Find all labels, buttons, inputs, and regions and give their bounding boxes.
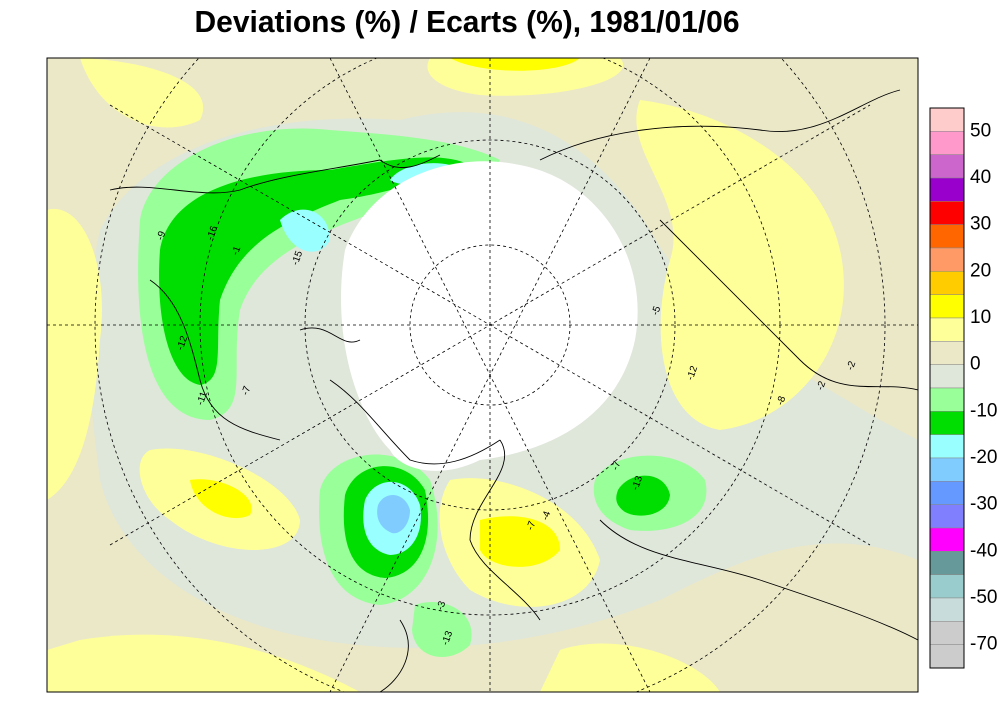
contour-area xyxy=(190,479,252,519)
contour-label: -11 xyxy=(195,390,210,407)
contour-area xyxy=(280,209,330,252)
contour-label: -2 xyxy=(815,379,829,392)
contour-label: -5 xyxy=(650,304,664,317)
map-title: Deviations (%) / Ecarts (%), 1981/01/06 xyxy=(195,4,740,39)
graticule xyxy=(109,104,871,546)
legend-swatch xyxy=(929,551,965,575)
legend-swatch xyxy=(929,271,965,295)
contour-labels: -16-15-9-12-11 -7-3-13-7-13-4-7-5-12-8-2-… xyxy=(155,224,859,647)
contour-area xyxy=(412,601,472,657)
contour-area xyxy=(480,516,560,567)
contour-label: -13 xyxy=(440,629,455,647)
contour-area xyxy=(636,100,844,430)
legend-label: 0 xyxy=(970,354,981,375)
contour-label: -15 xyxy=(290,249,305,267)
legend-swatch xyxy=(929,224,965,249)
contour-label: -8 xyxy=(775,394,789,407)
legend-swatch xyxy=(929,107,965,132)
contour-area xyxy=(540,643,720,692)
contour-area xyxy=(159,157,470,385)
legend-swatch xyxy=(929,434,965,459)
legend-label: 30 xyxy=(970,214,991,235)
legend-label: -50 xyxy=(970,587,997,608)
contour-label: -3 xyxy=(435,599,449,612)
contour-label: -1 xyxy=(230,244,244,257)
legend-label: -10 xyxy=(970,400,997,421)
legend-label: 40 xyxy=(970,167,991,188)
legend: 50 40 30 20 10 0 -10 -20 -30 -40 -50 -70 xyxy=(929,107,997,669)
contour-area xyxy=(377,494,410,534)
legend-swatch xyxy=(929,317,965,342)
legend-frame xyxy=(929,107,965,669)
legend-swatch xyxy=(929,294,965,319)
legend-swatch xyxy=(929,481,965,505)
contour-area xyxy=(47,634,360,692)
legend-swatch xyxy=(929,201,965,225)
legend-swatch xyxy=(929,597,965,622)
legend-swatch xyxy=(929,504,965,529)
legend-swatch xyxy=(929,364,965,389)
map-frame xyxy=(46,57,919,693)
legend-swatch xyxy=(929,247,965,272)
legend-swatch xyxy=(929,457,965,482)
map-area: -16-15-9-12-11 -7-3-13-7-13-4-7-5-12-8-2-… xyxy=(47,58,918,692)
contour-area xyxy=(450,58,580,71)
contour-label: -9 xyxy=(155,229,169,242)
legend-label: 50 xyxy=(970,120,991,141)
legend-swatch xyxy=(929,621,965,645)
graticule xyxy=(329,58,651,692)
contour-label: -7 xyxy=(610,459,624,472)
legend-swatch xyxy=(929,644,965,669)
legend-swatch xyxy=(929,177,965,202)
no-data-area xyxy=(341,161,638,471)
contour-label: -4 xyxy=(540,509,554,522)
legend-label: -30 xyxy=(970,494,997,515)
contour-area xyxy=(616,475,670,516)
legend-label: -40 xyxy=(970,540,997,561)
contour-label: -7 xyxy=(240,384,254,397)
contour-area xyxy=(80,58,204,128)
legend-label: -20 xyxy=(970,447,997,468)
contour-label: -12 xyxy=(685,364,700,382)
legend-swatch xyxy=(929,387,965,412)
legend-swatch xyxy=(929,131,965,155)
contour-area xyxy=(427,58,624,96)
legend-swatch xyxy=(929,154,965,179)
legend-label: 10 xyxy=(970,307,991,328)
contour-label: -16 xyxy=(205,224,220,242)
contour-label: -2 xyxy=(845,359,859,372)
coastline xyxy=(109,89,918,692)
legend-swatch xyxy=(929,527,965,552)
contour-area xyxy=(390,163,450,185)
contour-label: -13 xyxy=(630,474,645,492)
legend-swatch xyxy=(929,574,965,599)
legend-label: -70 xyxy=(970,634,997,655)
legend-label: 20 xyxy=(970,260,991,281)
legend-swatch xyxy=(929,341,965,365)
contour-label: -12 xyxy=(175,334,190,352)
contour-area xyxy=(47,208,102,501)
graticule xyxy=(94,58,886,692)
contour-label: -7 xyxy=(525,519,539,532)
legend-swatch xyxy=(929,411,965,435)
